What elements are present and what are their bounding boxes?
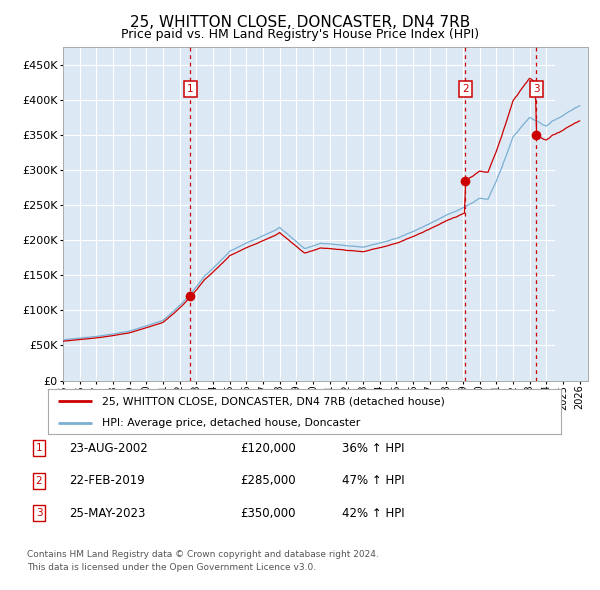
Text: Price paid vs. HM Land Registry's House Price Index (HPI): Price paid vs. HM Land Registry's House … — [121, 28, 479, 41]
Text: 25, WHITTON CLOSE, DONCASTER, DN4 7RB (detached house): 25, WHITTON CLOSE, DONCASTER, DN4 7RB (d… — [102, 396, 445, 407]
Text: 3: 3 — [35, 509, 43, 518]
Text: £120,000: £120,000 — [240, 442, 296, 455]
Text: 2: 2 — [35, 476, 43, 486]
Text: 36% ↑ HPI: 36% ↑ HPI — [342, 442, 404, 455]
Text: 42% ↑ HPI: 42% ↑ HPI — [342, 507, 404, 520]
Text: 25-MAY-2023: 25-MAY-2023 — [69, 507, 145, 520]
Text: 25, WHITTON CLOSE, DONCASTER, DN4 7RB: 25, WHITTON CLOSE, DONCASTER, DN4 7RB — [130, 15, 470, 30]
Text: 1: 1 — [35, 444, 43, 453]
Bar — [554, 47, 588, 381]
Text: £285,000: £285,000 — [240, 474, 296, 487]
Text: 23-AUG-2002: 23-AUG-2002 — [69, 442, 148, 455]
Text: £350,000: £350,000 — [240, 507, 296, 520]
Text: HPI: Average price, detached house, Doncaster: HPI: Average price, detached house, Donc… — [102, 418, 360, 428]
Text: 3: 3 — [533, 84, 539, 94]
Text: 2: 2 — [462, 84, 469, 94]
Text: 47% ↑ HPI: 47% ↑ HPI — [342, 474, 404, 487]
Text: Contains HM Land Registry data © Crown copyright and database right 2024.: Contains HM Land Registry data © Crown c… — [27, 550, 379, 559]
Text: 22-FEB-2019: 22-FEB-2019 — [69, 474, 145, 487]
Text: 1: 1 — [187, 84, 194, 94]
Text: This data is licensed under the Open Government Licence v3.0.: This data is licensed under the Open Gov… — [27, 563, 316, 572]
